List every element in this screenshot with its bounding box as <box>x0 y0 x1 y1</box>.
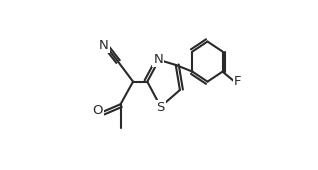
Text: N: N <box>153 53 163 66</box>
Text: N: N <box>99 39 109 52</box>
Text: O: O <box>93 104 103 117</box>
Text: F: F <box>234 75 241 88</box>
Text: S: S <box>156 101 165 114</box>
